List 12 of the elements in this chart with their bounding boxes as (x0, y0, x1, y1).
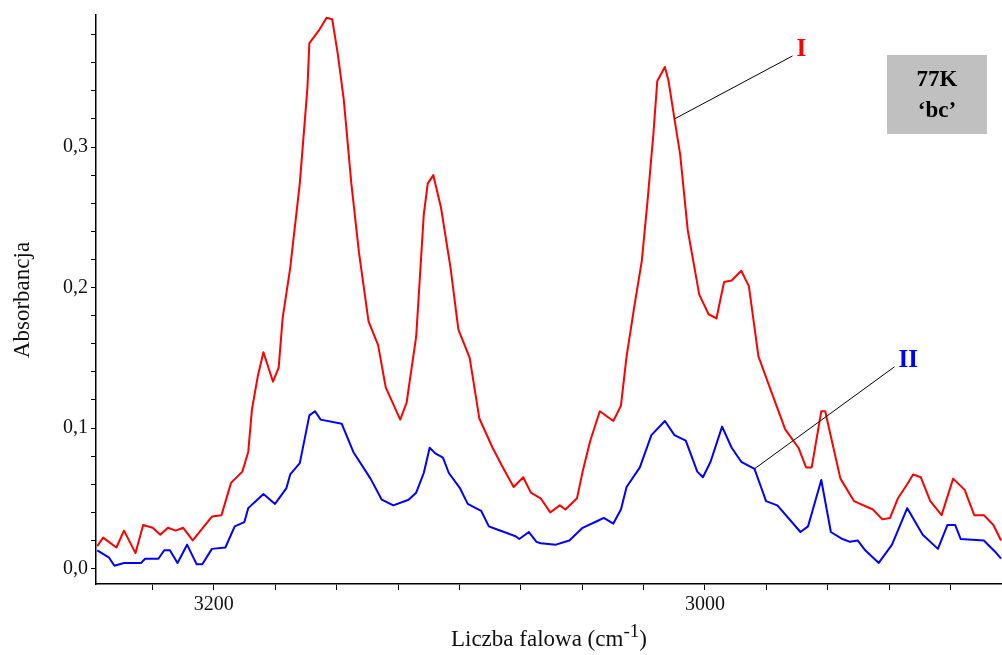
y-tick-label: 0,3 (63, 134, 88, 157)
x-tick-label: 3000 (684, 592, 725, 615)
x-axis-title: Liczba falowa (cm$^{-1}$) (449, 620, 648, 652)
y-tick-label: 0,1 (63, 415, 88, 438)
y-axis-title: Absorbancja (9, 241, 35, 359)
annotation: 77K (916, 66, 958, 91)
text: I (796, 33, 807, 61)
text: II (898, 344, 918, 372)
y-tick-label: 0,2 (63, 274, 88, 297)
y-tick-label: 0,0 (63, 555, 88, 578)
annotation: ‘bc’ (917, 97, 957, 122)
x-tick-label: 3200 (193, 592, 234, 615)
